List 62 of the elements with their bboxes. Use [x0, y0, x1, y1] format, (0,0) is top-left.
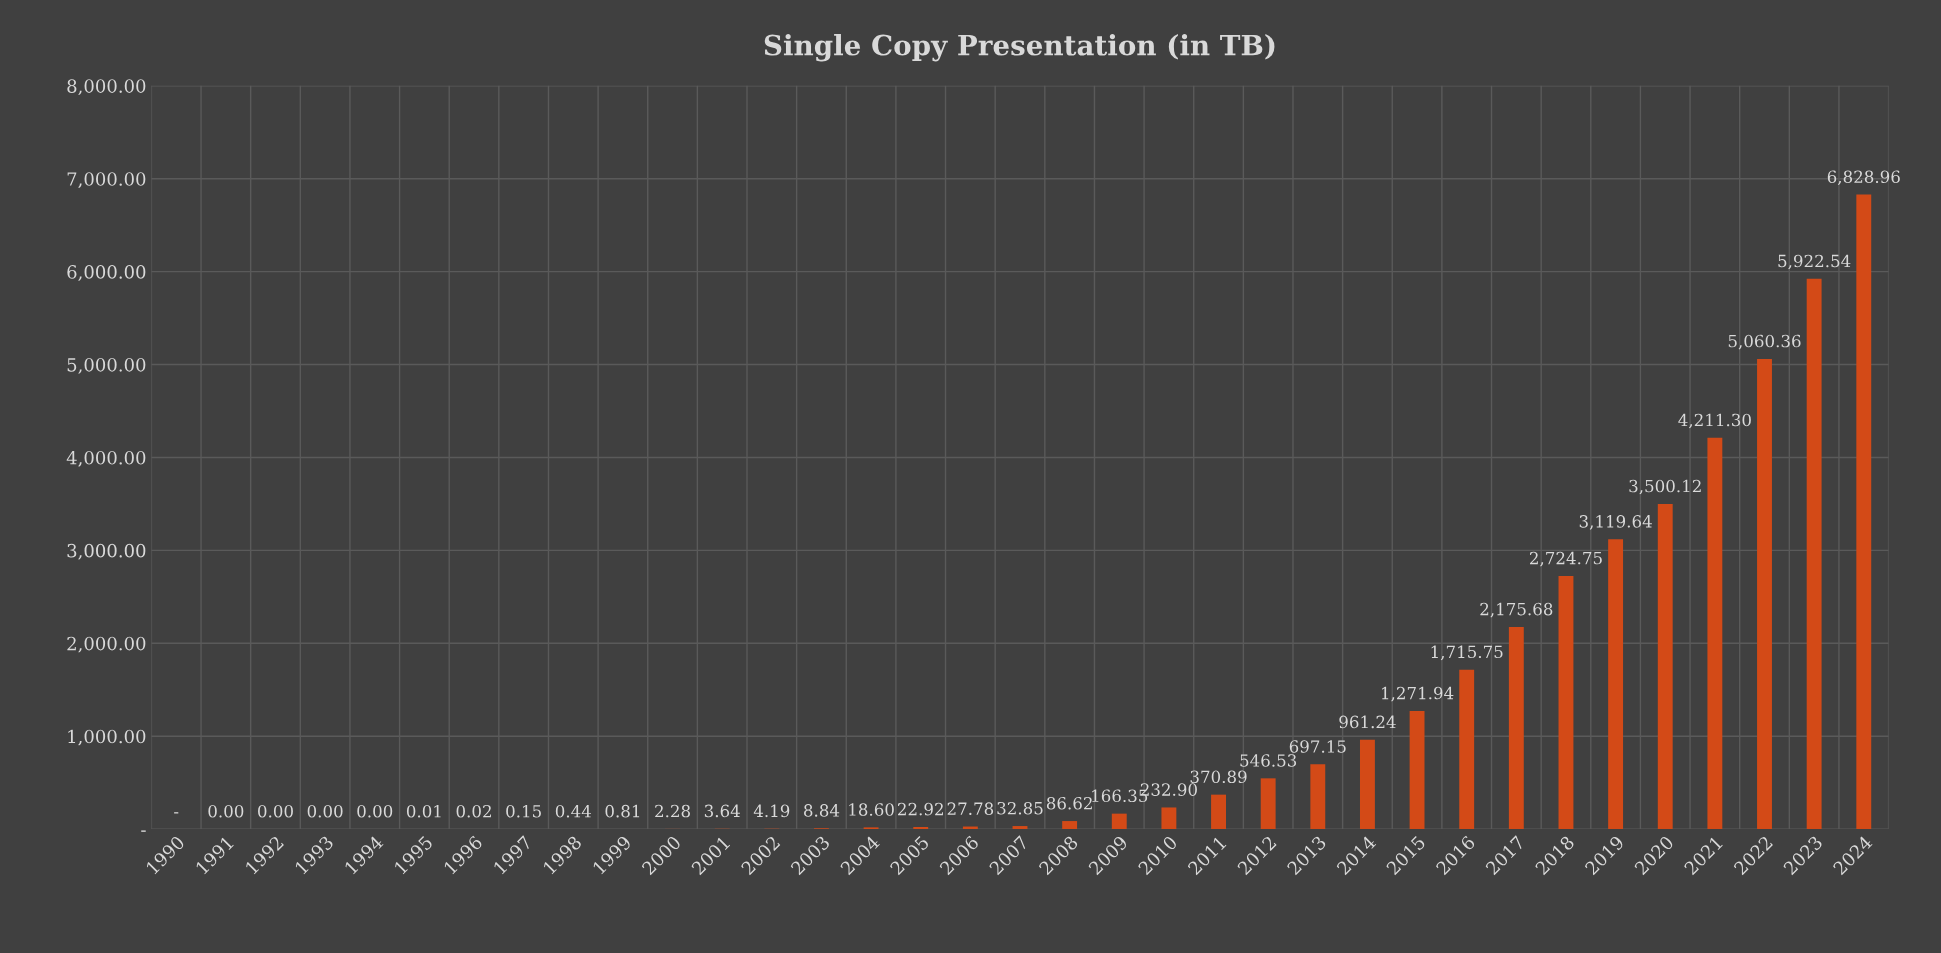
data-label: 5,922.54: [1778, 254, 1851, 270]
data-label: 370.89: [1190, 770, 1247, 784]
data-label: 546.53: [1240, 754, 1297, 767]
data-label: 0.02: [456, 804, 491, 818]
bar: [1310, 764, 1326, 830]
y-tick-label: 4,000.00: [66, 450, 146, 467]
data-label: 0.81: [605, 804, 640, 818]
data-label: 1,271.94: [1381, 686, 1454, 702]
bar: [1161, 807, 1177, 830]
data-label: 3,500.12: [1629, 479, 1701, 495]
data-label: 4.19: [753, 804, 790, 818]
data-label: 2.28: [655, 804, 690, 818]
data-label: 0.44: [555, 804, 591, 818]
bar: [1558, 575, 1574, 830]
bar: [1508, 626, 1524, 830]
bar: [1359, 739, 1375, 830]
data-label: 22.92: [898, 802, 943, 816]
data-label: -: [174, 812, 179, 814]
bar: [1211, 794, 1226, 830]
data-label: 2,175.68: [1480, 602, 1553, 618]
data-label: 8.84: [804, 804, 840, 817]
bar: [1260, 778, 1276, 830]
y-tick-label: 3,000.00: [67, 543, 146, 560]
data-label: 4,211.30: [1678, 413, 1751, 429]
data-label: 0.00: [357, 804, 393, 818]
data-label: 27.78: [947, 802, 994, 815]
bar: [1062, 821, 1078, 830]
bar: [913, 826, 929, 830]
bar: [1657, 503, 1673, 830]
bar: [1409, 710, 1425, 830]
bar: [1111, 813, 1127, 830]
y-tick-label: 5,000.00: [67, 357, 146, 374]
data-label: 961.24: [1339, 715, 1396, 729]
data-label: 697.15: [1289, 740, 1346, 753]
y-tick-label: 8,000.00: [67, 79, 146, 96]
bar: [1459, 669, 1475, 830]
bar: [1608, 539, 1624, 830]
y-tick-label: 2,000.00: [67, 636, 146, 653]
data-label: 5,060.36: [1728, 334, 1801, 350]
y-tick-label: -: [141, 830, 146, 832]
bar: [1707, 437, 1723, 830]
data-label: 0.00: [258, 804, 293, 818]
data-label: 1,715.75: [1431, 645, 1503, 661]
data-label: 2,724.75: [1529, 551, 1602, 567]
data-label: 6,828.96: [1827, 170, 1900, 186]
bar: [1806, 278, 1822, 830]
data-label: 86.62: [1046, 796, 1092, 810]
data-label: 0.15: [506, 804, 541, 818]
data-label: 32.85: [997, 801, 1043, 815]
y-tick-label: 6,000.00: [67, 265, 146, 281]
data-label: 3,119.64: [1579, 515, 1652, 530]
bar: [1757, 358, 1772, 830]
y-tick-label: 1,000.00: [68, 729, 146, 746]
bar: [1856, 194, 1872, 830]
data-label: 3.64: [704, 804, 740, 818]
y-tick-label: 7,000.00: [67, 172, 146, 189]
data-label: 0.00: [208, 804, 244, 818]
chart-title: Single Copy Presentation (in TB): [764, 34, 1275, 62]
data-label: 0.00: [307, 804, 343, 818]
data-label: 18.60: [849, 803, 894, 816]
bar: [1012, 826, 1028, 830]
data-label: 0.01: [406, 804, 441, 818]
